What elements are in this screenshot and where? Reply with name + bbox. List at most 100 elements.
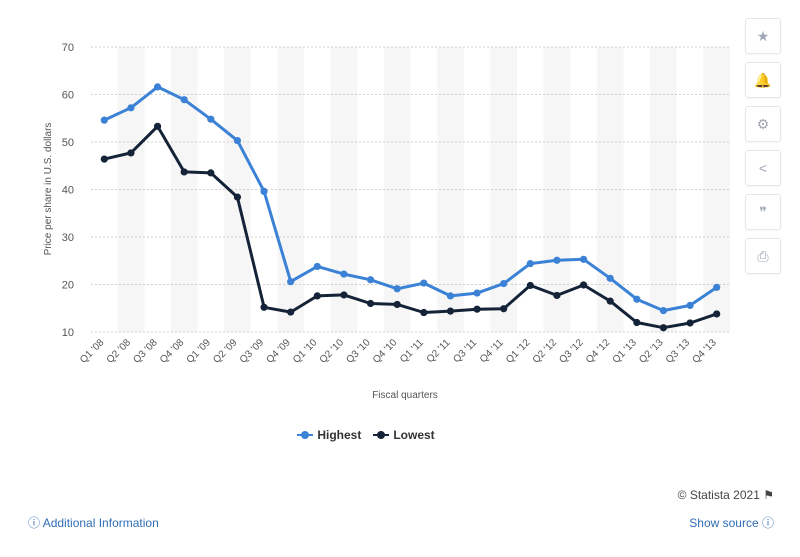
data-point-lowest[interactable] [287, 308, 295, 316]
x-tick-label: Q4 '12 [584, 337, 613, 366]
legend-item-lowest[interactable]: Lowest [373, 428, 435, 442]
data-point-highest[interactable] [393, 285, 401, 293]
x-tick-label: Q4 '13 [690, 337, 719, 366]
x-tick-label: Q3 '13 [664, 337, 693, 366]
data-point-lowest[interactable] [446, 307, 455, 315]
data-point-lowest[interactable] [180, 168, 188, 176]
data-point-lowest[interactable] [340, 291, 348, 299]
show-source-link[interactable]: Show source ⓘ [689, 514, 774, 531]
x-tick-label: Q2 '09 [211, 337, 240, 366]
flag-icon: ⚑ [763, 488, 774, 502]
y-axis-ticks: 10 20 30 40 50 60 70 [62, 42, 74, 339]
series-points [100, 83, 721, 332]
y-axis-label: Price per share in U.S. dollars [43, 123, 54, 256]
additional-information-label: Additional Information [42, 516, 159, 530]
print-button[interactable]: ⎙ [745, 238, 781, 274]
y-tick-label: 10 [62, 327, 74, 339]
data-point-highest[interactable] [153, 83, 162, 91]
x-tick-label: Q3 '10 [344, 337, 373, 366]
data-point-lowest[interactable] [207, 169, 215, 177]
data-point-highest[interactable] [180, 96, 188, 104]
legend-swatch-lowest [373, 430, 390, 440]
additional-information-link[interactable]: ⓘ Additional Information [28, 514, 159, 531]
statista-credit[interactable]: © Statista 2021 ⚑ [678, 488, 774, 502]
x-tick-label: Q1 '13 [611, 337, 640, 366]
data-point-lowest[interactable] [313, 292, 321, 300]
data-point-highest[interactable] [500, 279, 508, 288]
share-button[interactable]: < [745, 150, 781, 186]
y-tick-label: 40 [62, 185, 74, 197]
data-point-highest[interactable] [579, 255, 588, 263]
data-point-highest[interactable] [633, 295, 641, 303]
data-point-lowest[interactable] [659, 324, 668, 332]
x-tick-label: Q3 '11 [451, 337, 479, 365]
data-point-lowest[interactable] [526, 281, 534, 290]
x-tick-label: Q2 '11 [425, 337, 453, 365]
notification-button[interactable]: 🔔 [745, 62, 781, 98]
x-axis-label: Fiscal quarters [372, 390, 438, 401]
x-tick-label: Q4 '10 [371, 337, 400, 366]
cite-button[interactable]: ❞ [745, 194, 781, 230]
data-point-lowest[interactable] [553, 291, 561, 300]
data-point-highest[interactable] [366, 276, 375, 284]
data-point-lowest[interactable] [686, 319, 694, 327]
data-point-lowest[interactable] [260, 303, 268, 311]
legend-label-lowest: Lowest [393, 428, 435, 442]
data-point-highest[interactable] [260, 187, 268, 195]
print-icon: ⎙ [757, 247, 769, 264]
x-tick-label: Q1 '10 [291, 337, 320, 366]
data-point-highest[interactable] [340, 270, 348, 278]
y-tick-label: 60 [62, 90, 74, 102]
settings-button[interactable]: ⚙ [745, 106, 781, 142]
data-point-highest[interactable] [686, 301, 694, 309]
favorite-button[interactable]: ★ [745, 18, 781, 54]
data-point-lowest[interactable] [153, 122, 162, 130]
data-point-highest[interactable] [313, 262, 321, 271]
data-point-lowest[interactable] [606, 297, 614, 305]
series-lines [102, 85, 719, 330]
bell-icon: 🔔 [754, 71, 772, 88]
data-point-lowest[interactable] [713, 310, 721, 318]
quote-icon: ❞ [759, 203, 767, 220]
data-point-lowest[interactable] [393, 300, 401, 309]
data-point-lowest[interactable] [473, 305, 481, 313]
data-point-highest[interactable] [446, 292, 455, 300]
y-tick-label: 20 [62, 280, 74, 292]
info-icon: ⓘ [761, 516, 774, 530]
data-point-lowest[interactable] [420, 308, 428, 317]
data-point-highest[interactable] [100, 116, 108, 124]
data-point-highest[interactable] [526, 260, 534, 268]
side-toolbar: ★ 🔔 ⚙ < ❞ ⎙ [745, 18, 781, 282]
x-tick-label: Q1 '09 [185, 337, 214, 366]
data-point-highest[interactable] [713, 283, 721, 291]
data-point-highest[interactable] [420, 279, 428, 287]
data-point-highest[interactable] [287, 278, 295, 286]
legend: Highest Lowest [0, 428, 732, 442]
data-point-lowest[interactable] [500, 305, 508, 313]
star-icon: ★ [756, 27, 770, 44]
legend-label-highest: Highest [317, 428, 362, 442]
gear-icon: ⚙ [756, 115, 770, 132]
data-point-highest[interactable] [473, 289, 481, 297]
data-point-highest[interactable] [606, 274, 614, 282]
data-point-highest[interactable] [659, 307, 668, 315]
data-point-lowest[interactable] [127, 149, 135, 157]
series-line-lowest [102, 124, 719, 330]
data-point-highest[interactable] [553, 256, 561, 264]
data-point-lowest[interactable] [633, 318, 641, 327]
data-point-lowest[interactable] [366, 299, 375, 308]
share-icon: < [758, 160, 768, 176]
gridlines [91, 46, 730, 333]
x-tick-label: Q4 '08 [158, 337, 187, 366]
x-tick-label: Q3 '08 [131, 337, 160, 366]
data-point-highest[interactable] [127, 104, 135, 112]
x-tick-label: Q1 '12 [504, 337, 533, 366]
legend-item-highest[interactable]: Highest [297, 428, 361, 442]
data-point-lowest[interactable] [100, 155, 108, 163]
data-point-lowest[interactable] [579, 281, 588, 289]
data-point-highest[interactable] [207, 115, 215, 123]
data-point-lowest[interactable] [233, 193, 242, 201]
data-point-highest[interactable] [233, 136, 242, 145]
